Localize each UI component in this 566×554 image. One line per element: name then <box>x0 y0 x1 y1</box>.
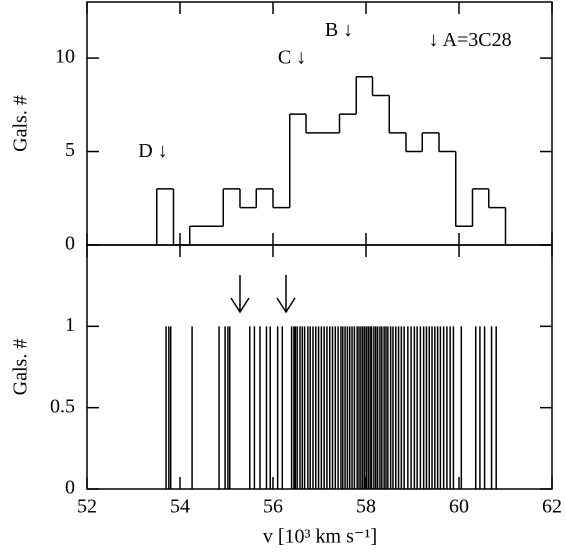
x-tick-label: 62 <box>542 496 562 518</box>
y-tick-label: 0.5 <box>50 395 75 417</box>
x-tick-label: 52 <box>77 496 97 518</box>
x-tick-label: 54 <box>170 496 190 518</box>
plot-frame <box>86 244 553 490</box>
arrow <box>230 275 250 314</box>
y-axis-label: Gals. # <box>10 339 32 396</box>
annotation: B ↓ <box>325 19 353 41</box>
arrow <box>276 275 296 314</box>
annotation: C ↓ <box>278 47 306 69</box>
x-tick-label: 56 <box>263 496 283 518</box>
y-tick-label: 0 <box>65 477 75 499</box>
y-tick-label: 0 <box>65 233 75 255</box>
y-tick-label: 10 <box>55 46 75 68</box>
y-tick-label: 1 <box>65 314 75 336</box>
annotation: ↓ A=3C28 <box>429 29 512 51</box>
x-tick-label: 60 <box>449 496 469 518</box>
annotation: D ↓ <box>138 140 167 162</box>
y-tick-label: 5 <box>65 139 75 161</box>
x-tick-label: 58 <box>356 496 376 518</box>
x-axis-label: v [10³ km s⁻¹] <box>263 526 377 548</box>
y-axis-label: Gals. # <box>10 95 32 152</box>
